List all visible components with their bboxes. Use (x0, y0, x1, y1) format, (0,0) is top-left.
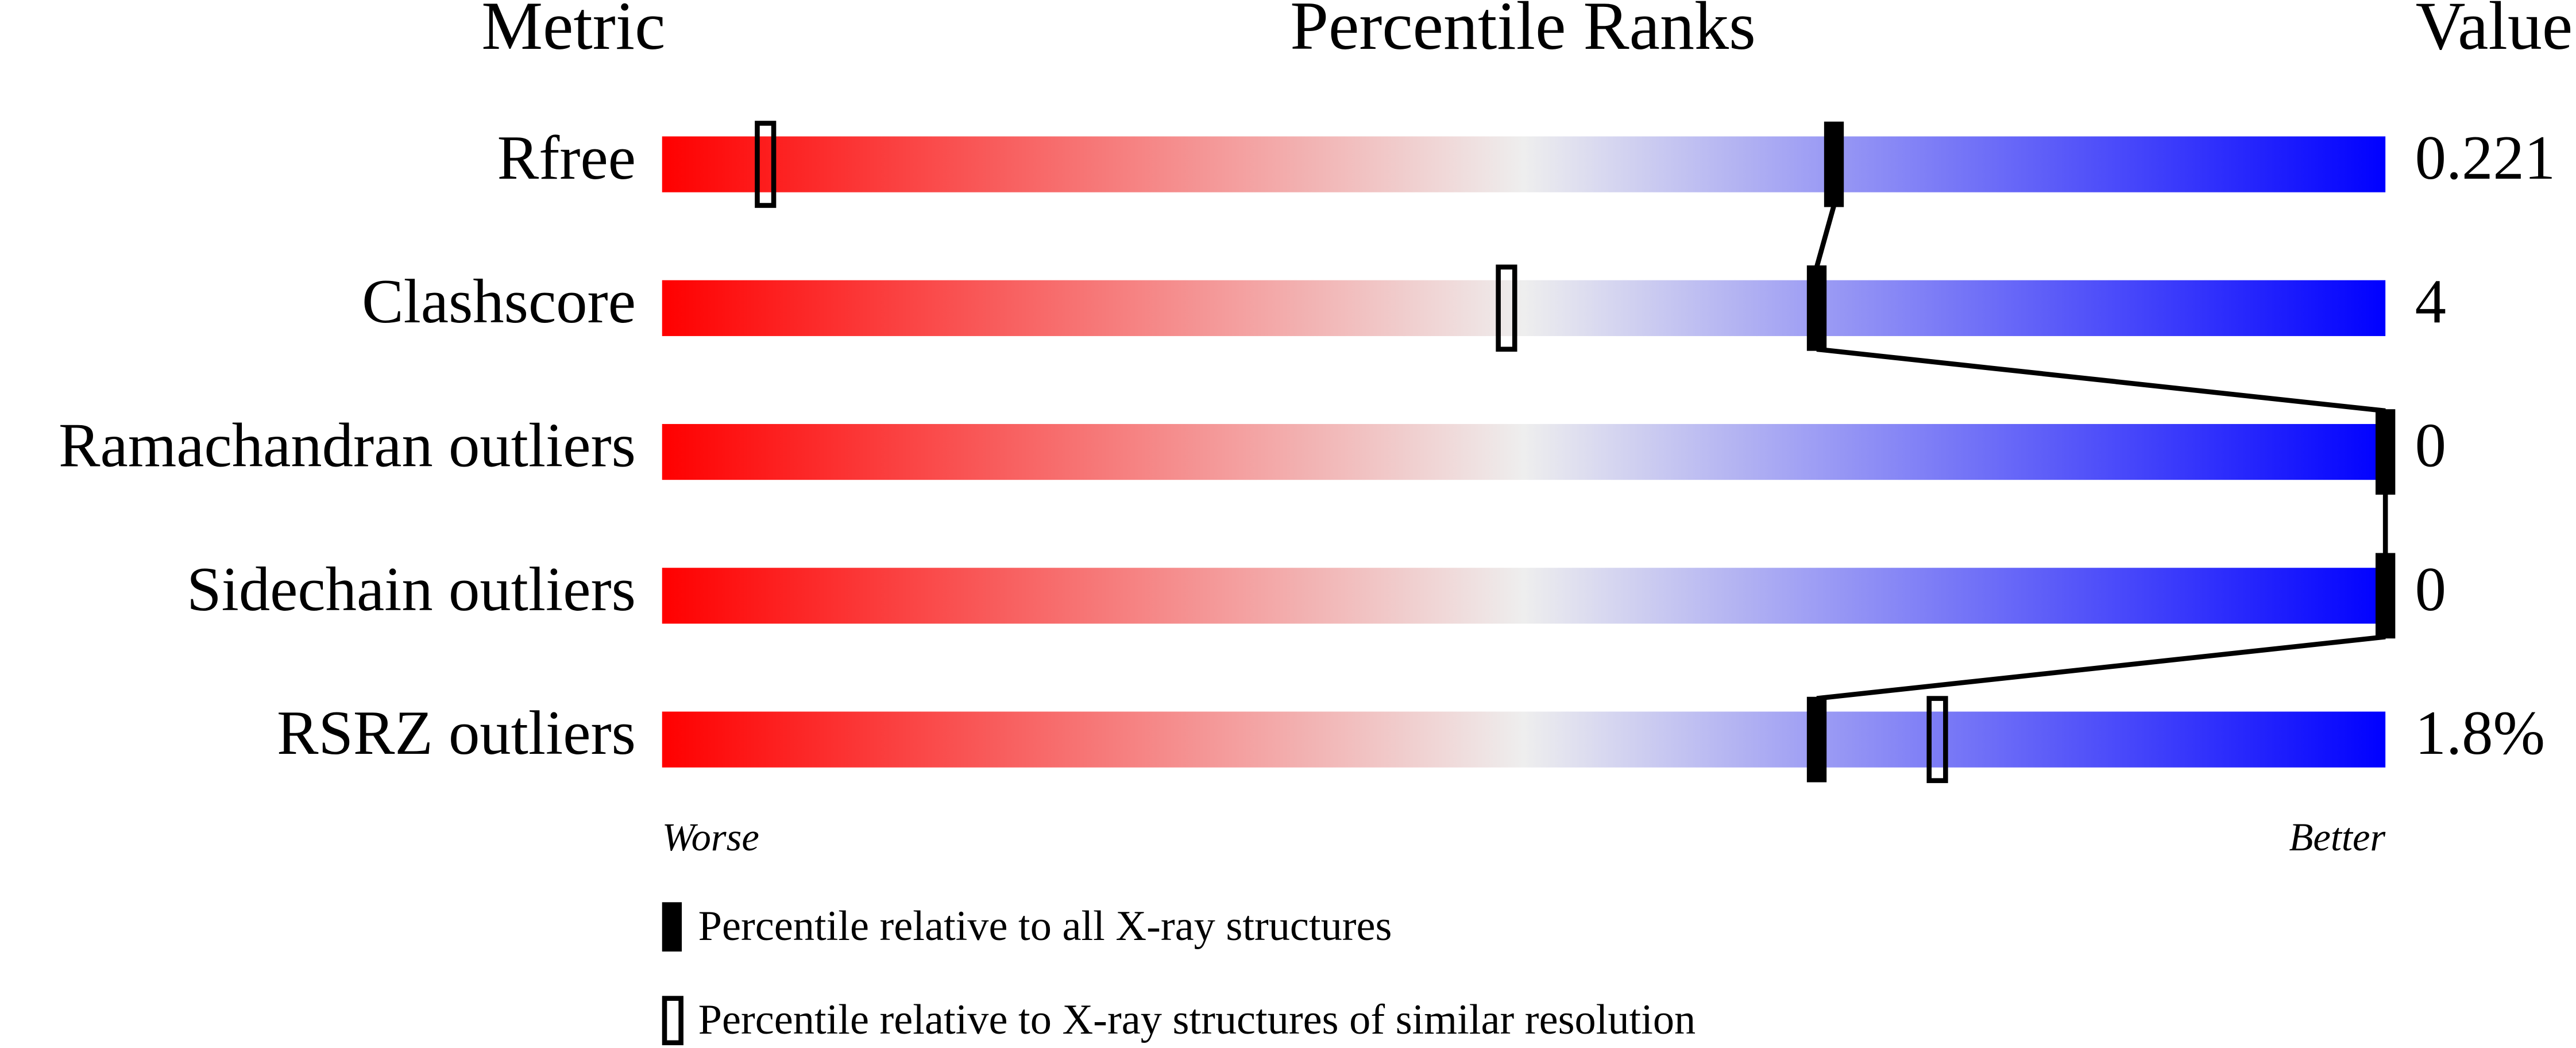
metric-label: Ramachandran outliers (59, 411, 636, 480)
connector (1814, 205, 1837, 268)
legend-label: Percentile relative to all X-ray structu… (698, 903, 1392, 950)
legend-swatch (662, 996, 683, 1046)
metric-label: RSRZ outliers (277, 698, 636, 768)
marker-filled (2376, 409, 2396, 495)
metric-value: 0 (2415, 554, 2446, 624)
percentile-bar (662, 711, 2386, 768)
connector (1816, 634, 2386, 701)
marker-filled (2376, 553, 2396, 639)
chart-title: Percentile Ranks (1290, 0, 1756, 64)
connector (1816, 346, 2386, 414)
marker-hollow (1926, 696, 1948, 783)
marker-filled (1806, 265, 1827, 351)
marker-filled (1806, 696, 1827, 783)
metric-label: Sidechain outliers (187, 554, 636, 624)
percentile-bar (662, 136, 2386, 192)
metric-value: 1.8% (2415, 698, 2545, 768)
percentile-bar (662, 280, 2386, 336)
metric-label: Rfree (497, 123, 636, 192)
metric-value: 0.221 (2415, 123, 2556, 192)
legend-label: Percentile relative to X-ray structures … (698, 996, 1696, 1043)
value-header: Value (2416, 0, 2573, 64)
metric-header: Metric (481, 0, 665, 64)
percentile-bar (662, 423, 2386, 480)
marker-hollow (755, 121, 777, 208)
metric-label: Clashscore (362, 267, 636, 336)
metric-value: 4 (2415, 267, 2446, 336)
legend-swatch (662, 902, 682, 952)
marker-hollow (1496, 264, 1517, 352)
metric-value: 0 (2415, 411, 2446, 480)
marker-filled (1824, 121, 1844, 207)
better-label: Better (2289, 815, 2385, 859)
worse-label: Worse (662, 815, 759, 859)
percentile-bar (662, 568, 2386, 624)
